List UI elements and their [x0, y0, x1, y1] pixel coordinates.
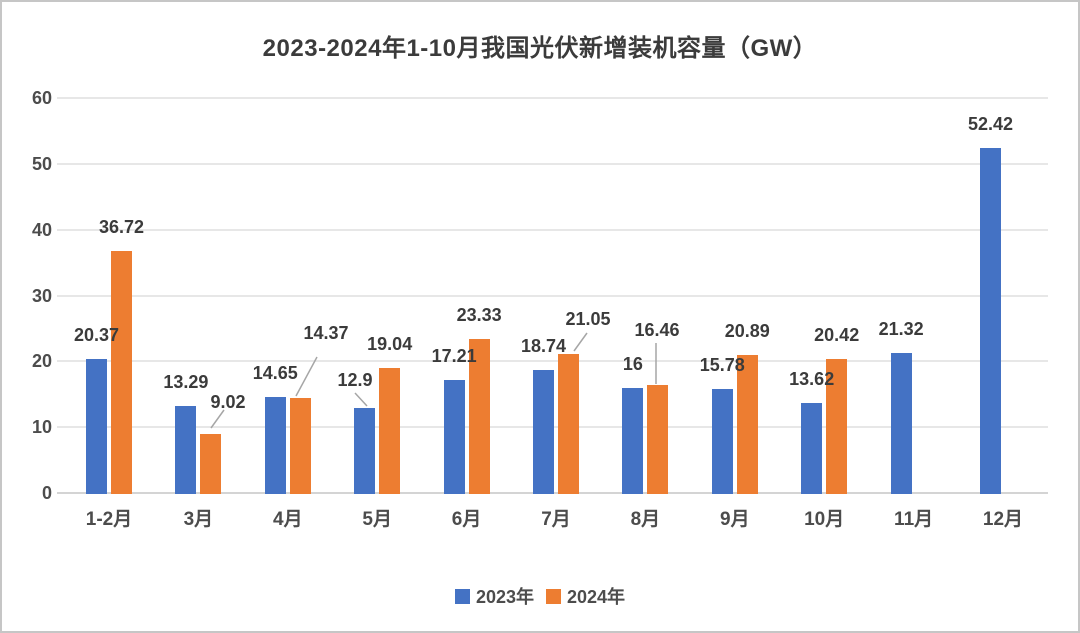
legend: 2023年 2024年	[0, 583, 1080, 609]
bar-2024年-c0	[111, 251, 132, 494]
gridline-30	[57, 294, 1048, 297]
bar-2023年-c5	[533, 369, 554, 494]
bar-2024年-c6	[647, 384, 669, 494]
data-label-2023年-c6: 16	[622, 353, 643, 374]
bar-2023年-c3	[354, 408, 376, 494]
x-label-c3: 5月	[362, 509, 392, 530]
data-label-2023年-c0: 20.37	[73, 324, 120, 345]
bar-2024年-c2	[289, 398, 311, 494]
bar-2023年-c8	[801, 403, 823, 494]
data-label-2023年-c3: 12.9	[337, 370, 373, 390]
legend-label-2024年: 2024年	[567, 587, 626, 607]
data-label-2023年-c8: 13.62	[789, 369, 835, 390]
x-label-c10: 12月	[982, 509, 1024, 530]
y-tick-10: 10	[31, 417, 52, 438]
gridline-60	[57, 97, 1048, 99]
bar-2024年-c3	[379, 367, 401, 494]
y-tick-50: 50	[31, 153, 52, 174]
bar-2023年-c4	[443, 379, 465, 494]
legend-item-2024年: 2024年	[546, 583, 625, 609]
data-label-2023年-c5: 18.74	[520, 335, 567, 356]
bar-2024年-c1	[200, 433, 222, 494]
x-label-c8: 10月	[804, 509, 845, 530]
x-label-c4: 6月	[451, 509, 482, 530]
data-label-2023年-c2: 14.65	[252, 362, 298, 383]
x-label-c0: 1-2月	[85, 509, 133, 530]
gridline-20	[57, 360, 1048, 363]
x-label-c2: 4月	[273, 509, 303, 530]
x-label-c5: 7月	[541, 509, 571, 530]
leader-line-2023年-c3	[354, 392, 368, 407]
data-label-2023年-c7: 15.78	[699, 355, 745, 376]
bar-2024年-c7	[736, 355, 758, 494]
x-label-c6: 8月	[630, 509, 661, 530]
y-tick-0: 0	[41, 483, 52, 503]
data-label-2023年-c1: 13.29	[163, 371, 209, 392]
chart-title: 2023-2024年1-10月我国光伏新增装机容量（GW）	[262, 35, 818, 62]
bar-2023年-c1	[175, 405, 197, 494]
legend-swatch-2023年	[454, 588, 470, 604]
x-label-c7: 9月	[720, 509, 750, 530]
leader-line-2024年-c5	[573, 332, 588, 352]
legend-item-2023年: 2023年	[454, 583, 534, 609]
data-label-2024年-c8: 20.42	[814, 324, 860, 345]
bar-2023年-c0	[86, 358, 107, 494]
data-label-2024年-c0: 36.72	[98, 217, 145, 238]
y-tick-30: 30	[31, 285, 52, 306]
data-label-2024年-c1: 9.02	[210, 392, 246, 412]
bar-2023年-c6	[622, 387, 644, 494]
data-label-2024年-c4: 23.33	[456, 305, 502, 326]
data-label-2024年-c3: 19.04	[367, 333, 413, 354]
data-label-2023年-c10: 52.42	[967, 113, 1014, 134]
bar-2023年-c7	[711, 389, 733, 494]
bar-2023年-c10	[980, 147, 1001, 494]
bar-2023年-c9	[890, 352, 912, 494]
data-label-2023年-c9: 21.32	[878, 318, 924, 339]
x-label-c9: 11月	[894, 509, 934, 530]
data-label-2024年-c2: 14.37	[303, 323, 349, 343]
bar-2024年-c5	[558, 354, 579, 494]
leader-line-2024年-c2	[295, 356, 318, 397]
legend-label-2023年: 2023年	[475, 587, 534, 607]
bar-2024年-c4	[468, 339, 490, 494]
bar-2023年-c2	[264, 396, 286, 494]
gridline-40	[57, 228, 1048, 231]
data-label-2024年-c7: 20.89	[724, 321, 770, 342]
data-label-2024年-c6: 16.46	[634, 320, 680, 340]
data-label-2023年-c4: 17.21	[431, 345, 477, 366]
y-tick-60: 60	[31, 88, 52, 108]
data-label-2024年-c5: 21.05	[565, 309, 611, 329]
legend-swatch-2024年	[546, 588, 561, 604]
bar-2024年-c8	[826, 358, 848, 494]
x-label-c1: 3月	[183, 509, 214, 530]
y-tick-20: 20	[31, 351, 52, 372]
y-tick-40: 40	[31, 219, 52, 240]
gridline-50	[57, 162, 1048, 165]
leader-line-2024年-c1	[210, 409, 225, 429]
